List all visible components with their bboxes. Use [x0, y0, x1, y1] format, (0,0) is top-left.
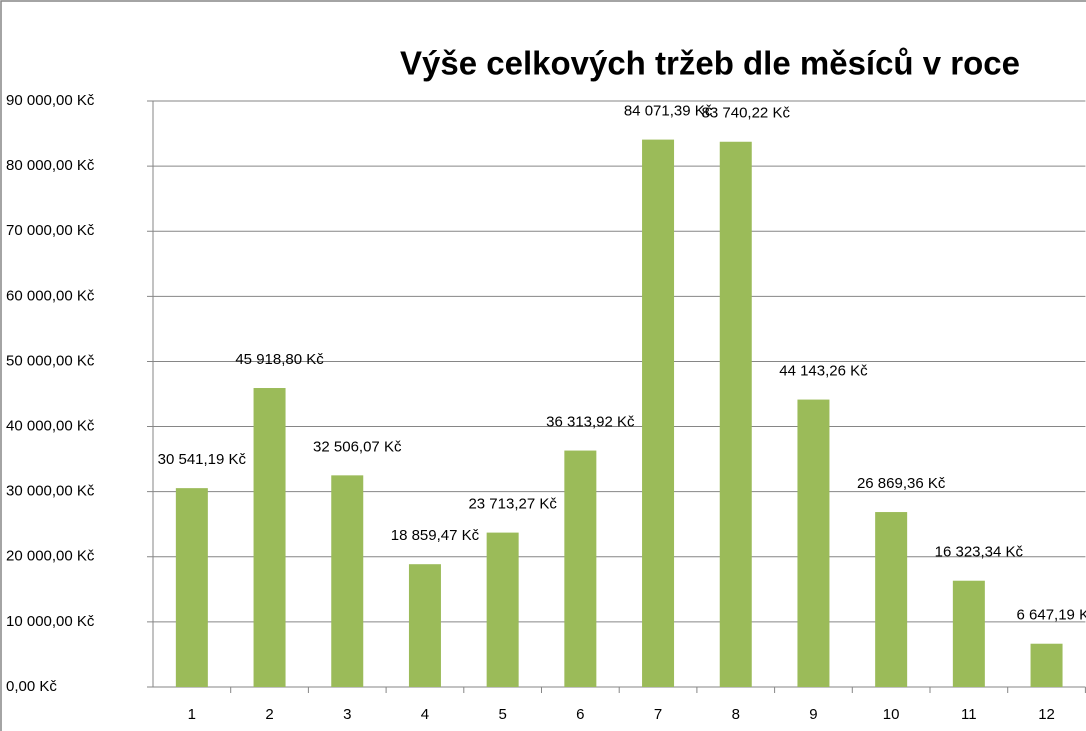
x-tick-label: 7 [654, 706, 662, 723]
y-tick-label: 30 000,00 Kč [6, 483, 95, 500]
bar [719, 141, 752, 687]
x-tick-label: 10 [883, 706, 900, 723]
bar [253, 388, 286, 687]
y-tick-label: 90 000,00 Kč [6, 92, 95, 109]
bar [564, 450, 597, 687]
bar [1030, 643, 1063, 687]
y-tick-label: 80 000,00 Kč [6, 157, 95, 174]
x-tick-label: 12 [1038, 706, 1055, 723]
data-label: 36 313,92 Kč [546, 414, 635, 431]
x-tick-label: 5 [498, 706, 506, 723]
y-tick-label: 10 000,00 Kč [6, 613, 95, 630]
y-tick-label: 0,00 Kč [6, 678, 57, 695]
x-tick-label: 4 [421, 706, 429, 723]
bar [486, 532, 519, 687]
x-tick-label: 9 [809, 706, 817, 723]
data-label: 23 713,27 Kč [468, 496, 557, 513]
x-tick-label: 6 [576, 706, 584, 723]
data-label: 32 506,07 Kč [313, 438, 402, 455]
data-label: 30 541,19 Kč [158, 451, 247, 468]
y-tick-label: 70 000,00 Kč [6, 222, 95, 239]
y-tick-label: 40 000,00 Kč [6, 418, 95, 435]
data-label: 16 323,34 Kč [935, 544, 1024, 561]
bar [408, 564, 441, 687]
data-label: 83 740,22 Kč [702, 105, 791, 122]
data-label: 45 918,80 Kč [235, 351, 324, 368]
x-tick-label: 11 [961, 706, 977, 723]
y-tick-label: 20 000,00 Kč [6, 548, 95, 565]
bar [875, 512, 908, 687]
data-label: 84 071,39 Kč [624, 103, 713, 120]
chart-title: Výše celkových tržeb dle měsíců v roce [400, 45, 1020, 82]
x-tick-label: 2 [265, 706, 273, 723]
bar [797, 399, 830, 687]
y-tick-label: 50 000,00 Kč [6, 352, 95, 369]
data-label: 26 869,36 Kč [857, 475, 946, 492]
bar [642, 139, 675, 688]
data-label: 6 647,19 Kč [1017, 607, 1086, 624]
bar [952, 580, 985, 687]
bar [175, 488, 208, 687]
y-tick-label: 60 000,00 Kč [6, 287, 95, 304]
data-label: 18 859,47 Kč [391, 527, 480, 544]
x-tick-label: 1 [188, 706, 196, 723]
x-tick-label: 3 [343, 706, 351, 723]
data-label: 44 143,26 Kč [779, 363, 868, 380]
x-tick-label: 8 [732, 706, 740, 723]
bar [331, 475, 364, 687]
